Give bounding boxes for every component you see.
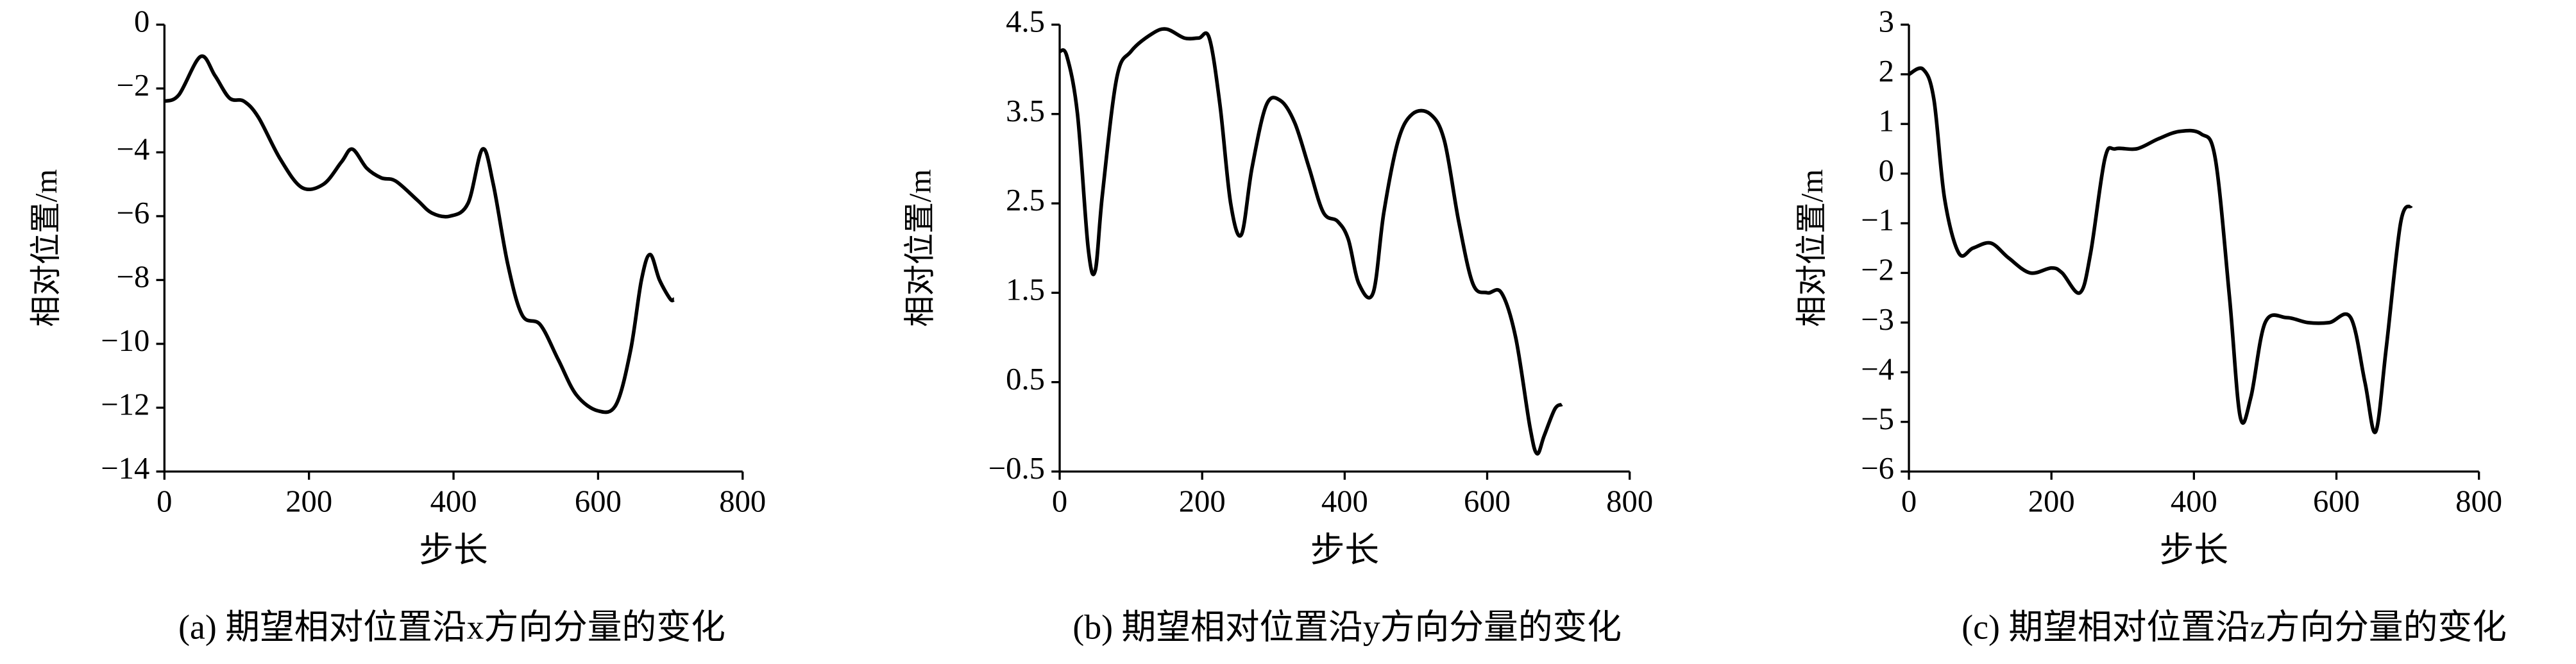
y-tick-label: −6 (117, 196, 150, 230)
x-tick-label: 800 (2455, 484, 2502, 518)
x-tick-label: 0 (157, 484, 172, 518)
y-tick-label: 0 (1879, 153, 1894, 188)
y-tick-label: 3 (1879, 4, 1894, 39)
y-tick-label: −5 (1861, 402, 1894, 436)
y-axis-label: 相对位置/m (1795, 169, 1829, 327)
caption: (b) 期望相对位置沿y方向分量的变化 (1072, 608, 1622, 647)
y-tick-label: −0.5 (988, 451, 1045, 486)
y-tick-label: −3 (1861, 302, 1894, 337)
x-tick-label: 400 (430, 484, 477, 518)
x-tick-label: 200 (1179, 484, 1226, 518)
x-tick-label: 0 (1052, 484, 1067, 518)
y-tick-label: 2 (1879, 54, 1894, 89)
x-axis-label: 步长 (1310, 531, 1380, 569)
y-tick-label: −2 (117, 68, 150, 103)
y-tick-label: −4 (1861, 352, 1894, 386)
y-tick-label: 4.5 (1006, 4, 1045, 39)
data-line (1908, 66, 2413, 434)
y-tick-label: −8 (117, 260, 150, 294)
y-tick-label: 0 (134, 4, 149, 39)
x-axis-label: 步长 (419, 531, 488, 569)
caption: (a) 期望相对位置沿x方向分量的变化 (178, 608, 725, 647)
x-tick-label: 200 (285, 484, 332, 518)
y-tick-label: 3.5 (1006, 94, 1045, 128)
caption: (c) 期望相对位置沿z方向分量的变化 (1962, 608, 2507, 647)
x-tick-label: 600 (1464, 484, 1511, 518)
y-tick-label: 2.5 (1006, 183, 1045, 217)
y-tick-label: 0.5 (1006, 362, 1045, 396)
x-tick-label: 600 (575, 484, 622, 518)
x-tick-label: 800 (719, 484, 766, 518)
y-tick-label: −12 (101, 387, 149, 422)
data-line (1058, 27, 1563, 455)
x-tick-label: 400 (1321, 484, 1368, 518)
y-tick-label: 1.5 (1006, 273, 1045, 307)
data-line (164, 54, 675, 414)
y-axis-label: 相对位置/m (29, 169, 64, 327)
y-tick-label: 1 (1879, 103, 1894, 138)
y-tick-label: −2 (1861, 253, 1894, 287)
y-tick-label: −14 (101, 451, 149, 486)
y-tick-label: −6 (1861, 451, 1894, 486)
y-tick-label: −1 (1861, 203, 1894, 237)
x-tick-label: 200 (2028, 484, 2075, 518)
x-tick-label: 400 (2171, 484, 2217, 518)
y-axis-label: 相对位置/m (903, 169, 938, 327)
x-tick-label: 0 (1901, 484, 1917, 518)
x-tick-label: 800 (1606, 484, 1653, 518)
y-tick-label: −4 (117, 132, 150, 167)
y-tick-label: −10 (101, 323, 149, 358)
x-tick-label: 600 (2313, 484, 2360, 518)
x-axis-label: 步长 (2160, 531, 2229, 569)
